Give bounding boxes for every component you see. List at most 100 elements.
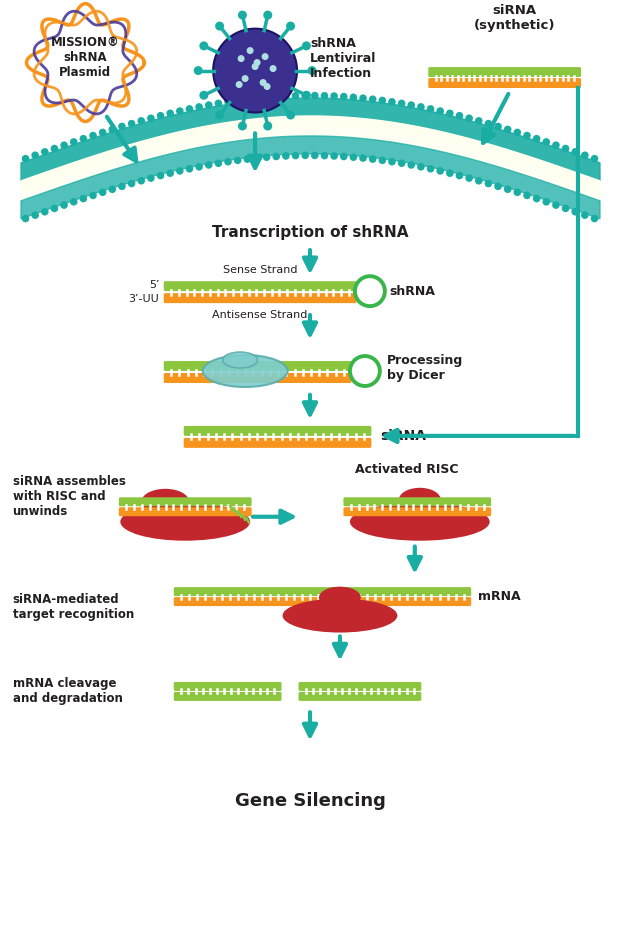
Circle shape	[446, 110, 454, 117]
Circle shape	[264, 83, 270, 90]
Ellipse shape	[319, 587, 361, 609]
Circle shape	[340, 93, 348, 101]
Circle shape	[234, 156, 241, 164]
FancyBboxPatch shape	[298, 692, 422, 701]
Circle shape	[591, 155, 598, 162]
Circle shape	[99, 128, 107, 136]
Circle shape	[350, 154, 357, 161]
Circle shape	[263, 93, 270, 101]
Circle shape	[466, 115, 473, 122]
Circle shape	[330, 92, 338, 100]
Circle shape	[176, 107, 184, 115]
Circle shape	[195, 163, 203, 170]
Circle shape	[286, 111, 295, 119]
Circle shape	[308, 66, 316, 75]
Circle shape	[99, 188, 107, 196]
Circle shape	[552, 142, 560, 149]
Circle shape	[369, 155, 376, 163]
Circle shape	[398, 100, 405, 107]
FancyBboxPatch shape	[428, 67, 581, 77]
FancyBboxPatch shape	[174, 597, 471, 606]
Circle shape	[244, 155, 251, 163]
Circle shape	[330, 152, 338, 160]
Circle shape	[264, 122, 272, 130]
Ellipse shape	[120, 503, 250, 541]
Circle shape	[302, 41, 311, 50]
Circle shape	[572, 148, 579, 155]
FancyBboxPatch shape	[119, 497, 252, 506]
FancyBboxPatch shape	[184, 425, 371, 436]
Circle shape	[128, 180, 135, 187]
Circle shape	[238, 10, 247, 20]
Circle shape	[272, 93, 280, 101]
Circle shape	[302, 90, 311, 100]
Text: Gene Silencing: Gene Silencing	[234, 792, 386, 810]
Text: mRNA cleavage
and degradation: mRNA cleavage and degradation	[12, 678, 122, 706]
Circle shape	[22, 215, 29, 223]
Circle shape	[436, 107, 444, 115]
Circle shape	[456, 172, 463, 180]
Circle shape	[523, 192, 531, 199]
FancyBboxPatch shape	[428, 78, 581, 88]
FancyBboxPatch shape	[343, 507, 491, 517]
FancyBboxPatch shape	[298, 681, 422, 691]
Circle shape	[292, 92, 299, 100]
Circle shape	[247, 47, 254, 54]
Circle shape	[60, 201, 68, 209]
Circle shape	[89, 131, 97, 140]
Circle shape	[504, 126, 511, 133]
Circle shape	[350, 93, 357, 101]
Circle shape	[398, 159, 405, 167]
Circle shape	[475, 177, 482, 184]
Circle shape	[32, 211, 39, 219]
FancyBboxPatch shape	[174, 587, 471, 596]
Circle shape	[581, 152, 588, 159]
Circle shape	[272, 153, 280, 160]
Circle shape	[369, 96, 376, 103]
Circle shape	[79, 195, 87, 202]
Circle shape	[359, 94, 367, 102]
Circle shape	[32, 152, 39, 159]
Circle shape	[533, 195, 541, 202]
Circle shape	[407, 161, 415, 169]
Circle shape	[224, 98, 232, 105]
Circle shape	[254, 59, 260, 66]
Circle shape	[60, 142, 68, 149]
Circle shape	[262, 53, 268, 61]
Circle shape	[138, 177, 145, 184]
Circle shape	[321, 152, 328, 159]
Circle shape	[237, 55, 245, 62]
Circle shape	[193, 66, 203, 75]
Circle shape	[252, 63, 259, 70]
Ellipse shape	[350, 503, 490, 541]
Circle shape	[513, 188, 521, 196]
Circle shape	[427, 105, 435, 113]
Circle shape	[41, 208, 48, 216]
Circle shape	[436, 168, 444, 175]
Circle shape	[138, 117, 145, 125]
Circle shape	[388, 98, 396, 105]
Circle shape	[301, 92, 309, 100]
FancyBboxPatch shape	[164, 373, 352, 383]
Circle shape	[51, 144, 58, 153]
FancyBboxPatch shape	[174, 692, 281, 701]
Circle shape	[244, 96, 251, 103]
Circle shape	[301, 152, 309, 159]
Circle shape	[253, 155, 261, 162]
Circle shape	[108, 185, 116, 193]
Circle shape	[242, 75, 249, 82]
Circle shape	[205, 101, 213, 109]
Circle shape	[282, 152, 290, 160]
Circle shape	[200, 90, 208, 100]
Text: mRNA: mRNA	[477, 590, 520, 603]
FancyBboxPatch shape	[164, 293, 356, 304]
Circle shape	[475, 117, 482, 125]
Circle shape	[504, 185, 511, 193]
Circle shape	[581, 211, 588, 219]
Circle shape	[456, 112, 463, 119]
Text: Activated RISC: Activated RISC	[355, 464, 458, 477]
Text: siRNA assembles
with RISC and
unwinds: siRNA assembles with RISC and unwinds	[12, 476, 125, 519]
Circle shape	[379, 156, 386, 164]
Circle shape	[542, 198, 550, 206]
Circle shape	[264, 10, 272, 20]
